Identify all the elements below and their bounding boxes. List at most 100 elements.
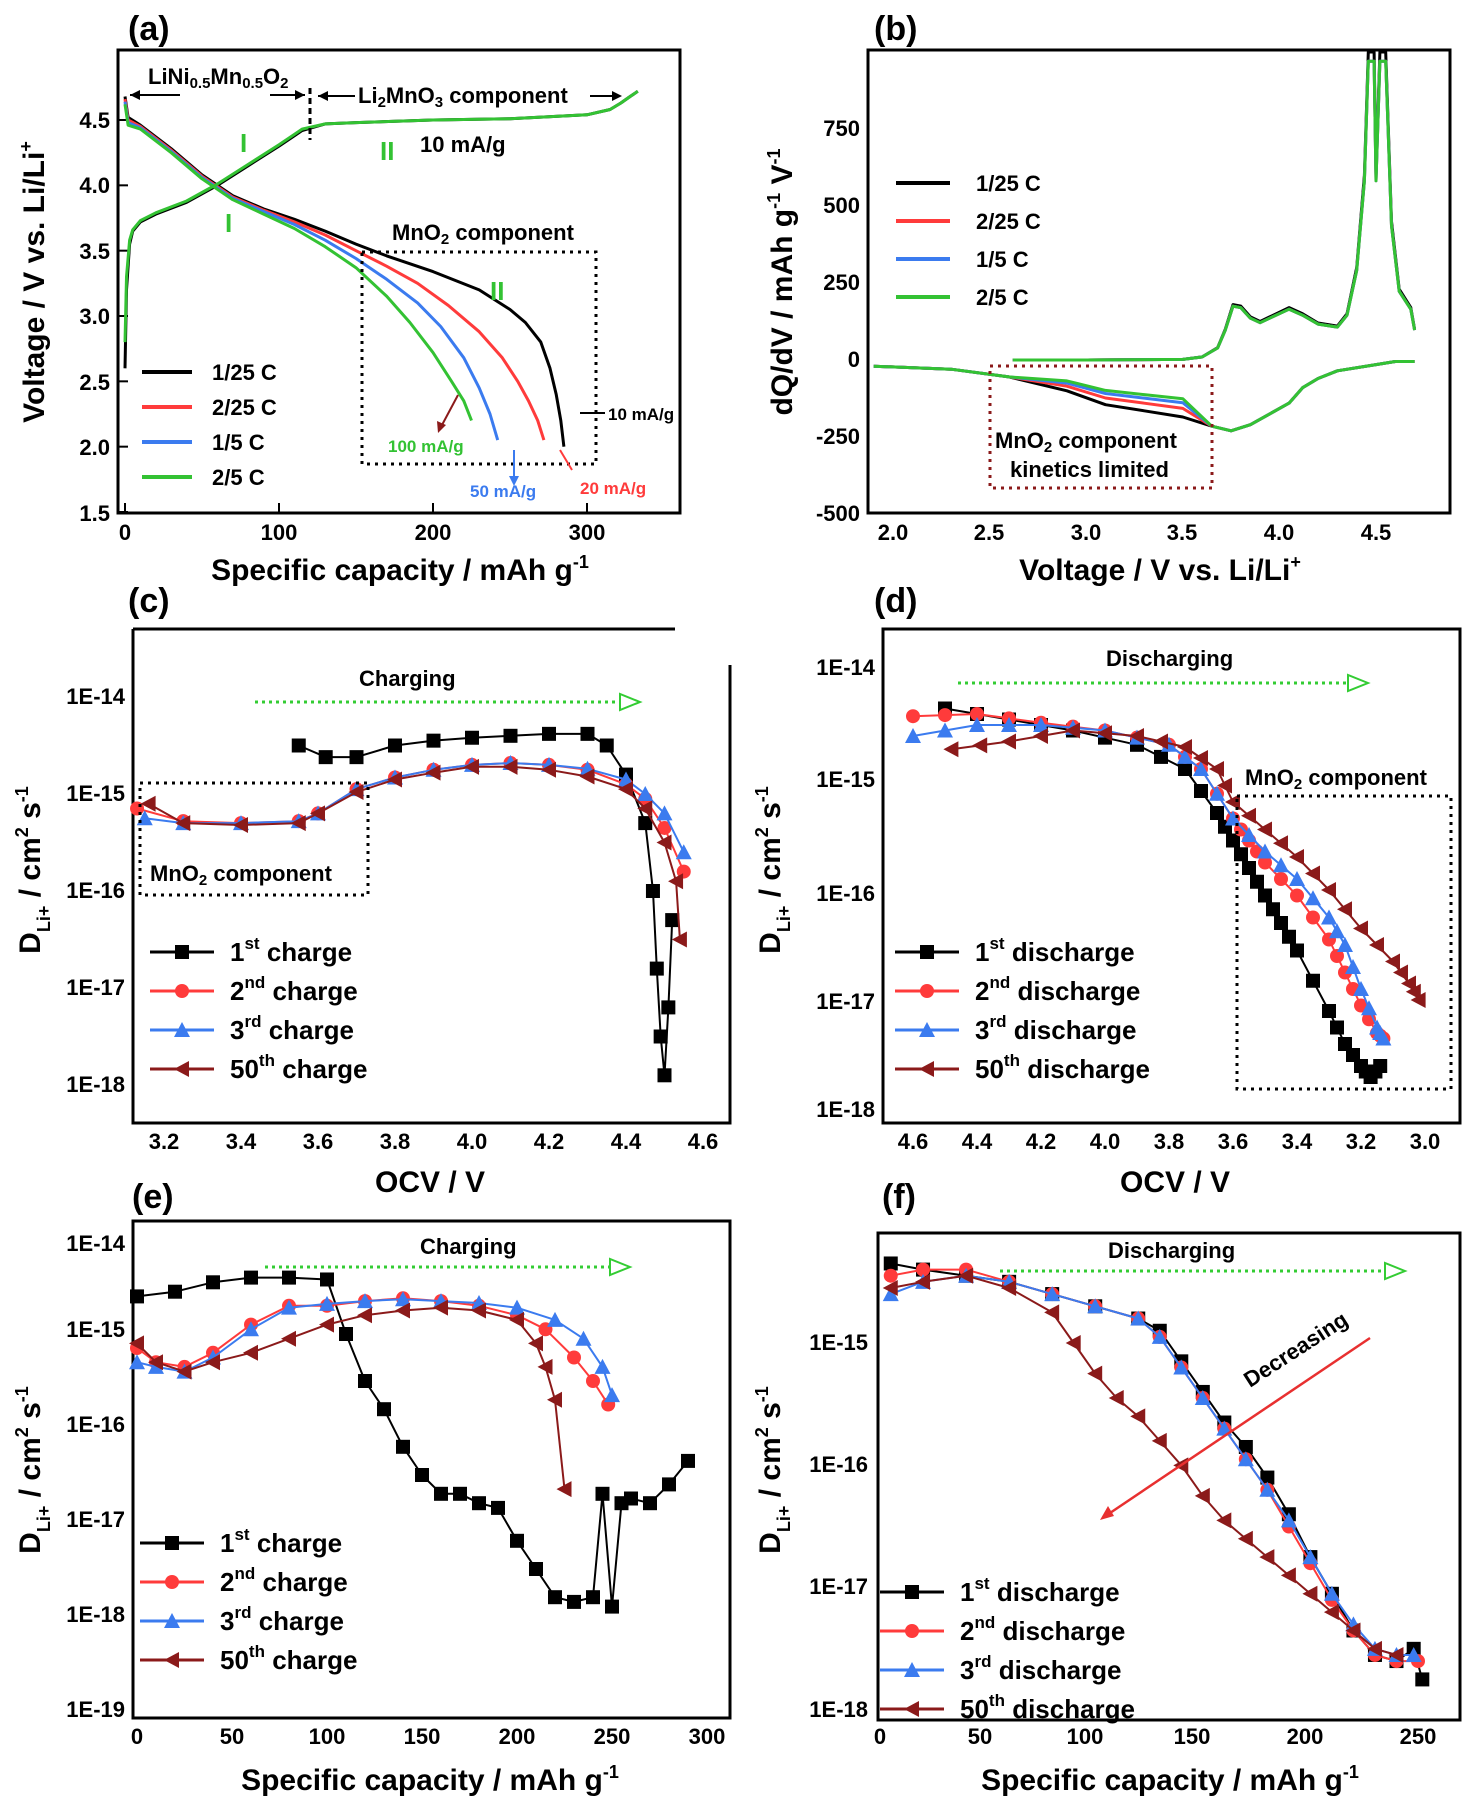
diffusion-point (567, 1350, 581, 1365)
legend-swatch-marker (174, 1061, 189, 1077)
panel-b-ylabel: dQ/dV / mAh g-1 V-1 (764, 148, 799, 415)
diffusion-point (537, 1358, 553, 1375)
diffusion-point (542, 726, 556, 741)
diffusion-point (653, 1029, 668, 1044)
legend-label-2-25c: 2/25 C (976, 209, 1041, 234)
diffusion-point (1033, 717, 1049, 732)
diffusion-point (205, 1354, 220, 1371)
legend-swatch-marker (175, 984, 189, 998)
diffusion-point (528, 1335, 543, 1352)
diffusion-point (1415, 1672, 1430, 1687)
panel-f-xtick: 0 (874, 1724, 886, 1749)
panel-d-xtick: 3.4 (1282, 1129, 1313, 1154)
mno2-label: MnO2 component (392, 220, 575, 248)
legend-label-1-25c: 1/25 C (212, 360, 277, 385)
panel-a-ylabel: Voltage / V vs. Li/Li+ (16, 141, 51, 423)
diffusion-point (599, 738, 614, 753)
voltage-curve-4 (123, 90, 639, 343)
panel-d-ytick: 1E-17 (816, 989, 875, 1014)
panel-c-ylabel: DLi+ / cm2 s-1 (12, 786, 54, 954)
diffusion-point (1151, 1328, 1168, 1344)
diffusion-point (503, 728, 518, 743)
diffusion-point (1226, 833, 1240, 848)
li2mno3-arrow-right-head (612, 91, 622, 101)
diffusion-point (1044, 1286, 1061, 1302)
diffusion-point (129, 1354, 145, 1370)
diffusion-point (168, 1284, 182, 1299)
diffusion-point (1353, 920, 1368, 937)
diffusion-point (1337, 937, 1353, 952)
panel-c-ytick: 1E-18 (66, 1072, 125, 1097)
legend-swatch-marker (175, 945, 189, 959)
diffusion-point (510, 1533, 524, 1548)
legend-swatch-marker (165, 1536, 179, 1550)
diffusion-point (1405, 1646, 1422, 1662)
diffusion-point (1225, 794, 1240, 810)
diffusion-point (472, 1496, 486, 1511)
panel-e-frame (131, 1219, 732, 1720)
diffusion-point (671, 931, 687, 948)
diffusion-point (594, 1358, 611, 1374)
diffusion-point (387, 771, 402, 788)
panel-e-xlabel: Specific capacity / mAh g-1 (241, 1762, 619, 1797)
panel-b-xtick: 4.5 (1361, 520, 1392, 545)
diffusion-point (491, 1500, 505, 1515)
diffusion-point (1242, 861, 1256, 875)
diffusion-point (1173, 1359, 1190, 1375)
legend-label: 50th charge (230, 1051, 367, 1084)
legend-label: 50th charge (220, 1642, 357, 1675)
panel-a-ytick: 3.0 (79, 304, 110, 329)
panel-c-xtick: 3.4 (226, 1129, 257, 1154)
diffusion-point (1346, 1048, 1360, 1062)
diffusion-point (668, 873, 684, 890)
diffusion-point (1177, 748, 1193, 764)
diffusion-point (1375, 1030, 1392, 1046)
decreasing-arrow-head (1100, 1506, 1114, 1520)
panel-b-frame (866, 48, 1452, 515)
diffusion-point (1322, 1004, 1336, 1018)
panel-a-xtick: 0 (119, 520, 131, 545)
diffusion-point (1108, 1390, 1124, 1407)
diffusion-point (465, 730, 479, 745)
diffusion-point (1194, 784, 1208, 798)
diffusion-point (1238, 1439, 1253, 1454)
panel-a-letter: (a) (128, 10, 170, 48)
diffusion-point (1405, 983, 1421, 1000)
panel-f-points (882, 1256, 1430, 1687)
diffusion-point (882, 1286, 899, 1302)
diffusion-point (1385, 953, 1400, 970)
diffusion-point (1323, 1585, 1340, 1601)
charging-arrow-head (609, 1257, 633, 1277)
panel-e-xtick: 100 (309, 1724, 346, 1749)
discharging-label: Discharging (1106, 646, 1233, 671)
mno2-box (360, 250, 598, 466)
diffusion-point (1258, 888, 1272, 903)
diffusion-point (1001, 733, 1016, 750)
panel-d-points (905, 701, 1426, 1084)
diffusion-point (1241, 827, 1257, 842)
diffusion-point (915, 1273, 931, 1290)
panel-e-ytick: 1E-15 (66, 1317, 125, 1342)
panel-e-xtick: 0 (131, 1724, 143, 1749)
panel-c-ytick: 1E-16 (66, 878, 125, 903)
panel-d-xtick: 3.8 (1154, 1129, 1185, 1154)
diffusion-point (661, 1000, 676, 1015)
diffusion-point (175, 815, 191, 832)
diffusion-point (1257, 821, 1272, 838)
diffusion-point (471, 1302, 486, 1319)
diffusion-point (1361, 1000, 1377, 1016)
legend-label: 50th discharge (960, 1691, 1135, 1724)
diffusion-point (244, 1270, 258, 1285)
diffusion-point (1001, 717, 1017, 732)
legend-label: 2nd discharge (960, 1613, 1125, 1646)
legend-label: 50th discharge (975, 1051, 1150, 1084)
diffusion-point (1177, 739, 1192, 755)
diffusion-point (1366, 1640, 1382, 1657)
diffusion-point (1266, 902, 1280, 917)
diffusion-point (649, 961, 664, 976)
diffusion-point (1097, 725, 1112, 742)
panel-a-curves (123, 90, 639, 447)
panel-f-ytick: 1E-16 (809, 1452, 868, 1477)
panel-c-letter: (c) (128, 582, 170, 620)
